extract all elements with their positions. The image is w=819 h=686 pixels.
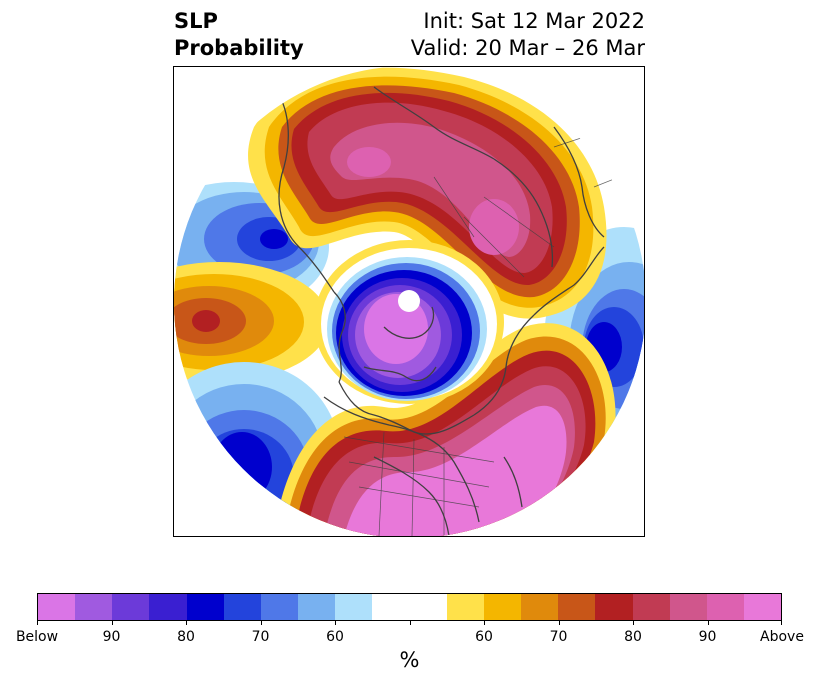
colorbar-tick-label: 70 [549,629,568,645]
colorbar-tick [260,621,262,625]
colorbar-ticks: Below 90 80 70 60 60 70 80 90 Above [16,621,804,645]
colorbar-tick-label: 60 [326,629,344,645]
colorbar-tick [409,621,411,625]
map-disc [174,67,644,536]
colorbar-tick-label: 80 [177,629,195,645]
anomaly-polar-low [314,240,504,404]
colorbar-tick-label: 60 [475,629,493,645]
colorbar-segment [632,594,670,620]
colorbar-tick-label: Below [15,629,59,645]
colorbar-segment [706,594,744,620]
probability-map [174,67,644,536]
colorbar [37,593,782,621]
colorbar-unit-label: % [399,648,420,672]
colorbar-tick-label: 70 [251,629,270,645]
colorbar-segment [149,594,187,620]
colorbar-segment [186,594,224,620]
title-line-2: Probability [174,36,304,60]
colorbar-tick-label: Above [760,629,804,645]
date-info: Init: Sat 12 Mar 2022 Valid: 20 Mar – 26… [411,8,645,62]
colorbar-segment [38,594,76,620]
colorbar-tick [186,621,187,625]
colorbar-segment [669,594,707,620]
colorbar-segment [446,594,484,620]
colorbar-tick-label: 90 [102,629,121,645]
init-date: Init: Sat 12 Mar 2022 [423,9,645,33]
colorbar-segment [260,594,299,620]
anomaly-south-high [274,323,616,536]
colorbar-segment [409,594,447,620]
anomaly-pacific-high [174,262,329,382]
chart-title: SLP Probability [174,8,304,62]
colorbar-tick [633,621,634,625]
colorbar-segment [298,594,336,620]
anomaly-north-high [248,67,607,319]
colorbar-tick [111,621,113,625]
colorbar-segment [558,594,596,620]
colorbar-segment [521,594,559,620]
map-panel [173,66,645,537]
colorbar-segment [483,594,522,620]
colorbar-segment [595,594,633,620]
colorbar-segment [372,594,410,620]
colorbar-segment [223,594,261,620]
colorbar-tick [558,621,560,625]
colorbar-tick [335,621,336,625]
colorbar-tick [781,621,782,625]
colorbar-tick-label: 80 [624,629,642,645]
colorbar-segment [75,594,113,620]
colorbar-tick [707,621,709,625]
colorbar-tick [37,621,38,625]
coastlines [273,86,644,536]
valid-date-range: Valid: 20 Mar – 26 Mar [410,36,645,60]
colorbar-tick-label: 90 [698,629,717,645]
colorbar-tick [484,621,485,625]
colorbar-segment [743,594,782,620]
title-line-1: SLP [174,9,218,33]
colorbar-segment [112,594,150,620]
colorbar-segment [335,594,373,620]
